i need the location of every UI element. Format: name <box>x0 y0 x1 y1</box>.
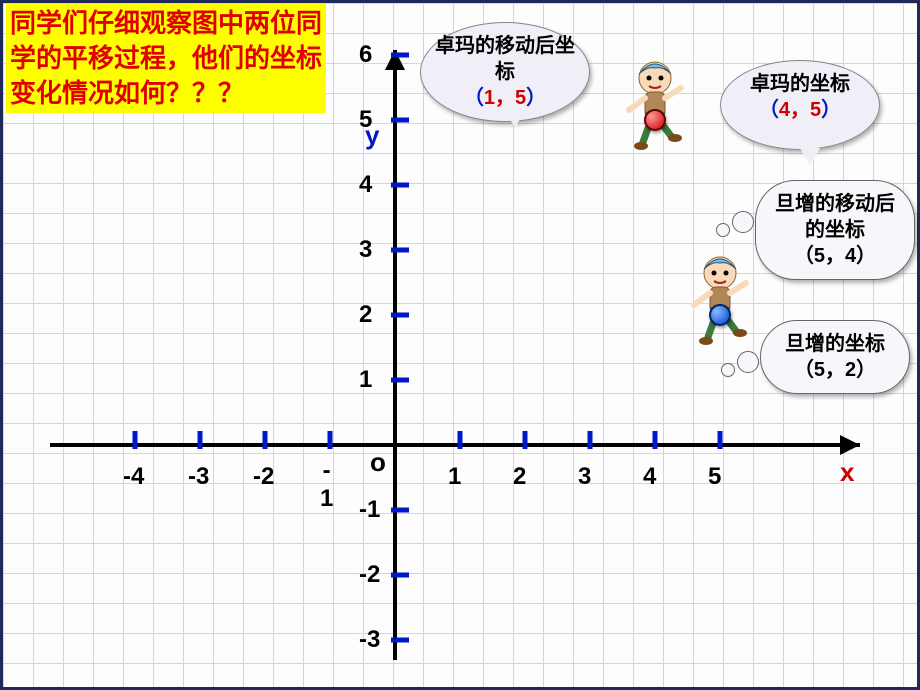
y-tick-label: 4 <box>359 171 372 199</box>
point-danzeng <box>709 304 731 326</box>
x-tick-label: 4 <box>643 463 656 491</box>
instruction-box: 同学们仔细观察图中两位同学的平移过程，他们的坐标变化情况如何？？？ <box>6 4 326 113</box>
y-tick-label: -1 <box>359 496 380 524</box>
bubble-zhuoma-orig: 卓玛的坐标（4，5） <box>720 60 880 150</box>
y-tick-label: -2 <box>359 561 380 589</box>
bubble-danzeng-moved: 旦增的移动后的坐标（5，4） <box>755 180 915 280</box>
y-tick-label: -3 <box>359 626 380 654</box>
x-tick-label: 2 <box>513 463 526 491</box>
x-tick-label: 3 <box>578 463 591 491</box>
x-axis-label: x <box>840 457 854 488</box>
origin-label: o <box>370 447 386 478</box>
bubble-zhuoma-moved: 卓玛的移动后坐标（1，5） <box>420 22 590 122</box>
x-tick-label: -4 <box>123 463 144 491</box>
y-tick-label: 1 <box>359 366 372 394</box>
y-tick-label: 6 <box>359 41 372 69</box>
y-tick-label: 2 <box>359 301 372 329</box>
x-tick-label: -3 <box>188 463 209 491</box>
point-zhuoma <box>644 109 666 131</box>
x-tick-label: 1 <box>448 463 461 491</box>
x-tick-label: 5 <box>708 463 721 491</box>
y-tick-label: 5 <box>359 106 372 134</box>
bubble-danzeng-orig: 旦增的坐标（5，2） <box>760 320 910 394</box>
x-tick-label: -1 <box>320 457 333 513</box>
y-tick-label: 3 <box>359 236 372 264</box>
x-tick-label: -2 <box>253 463 274 491</box>
